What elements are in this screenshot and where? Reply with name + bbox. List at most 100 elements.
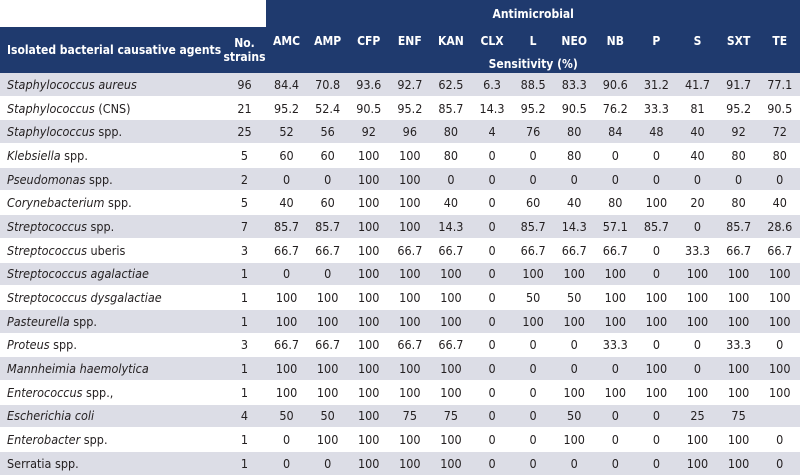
sensitivity-value-cell: 0	[266, 427, 308, 452]
strain-count-cell: 21	[223, 96, 266, 121]
agent-name-cell: Streptococcus agalactiae	[0, 262, 223, 287]
sensitivity-value-cell: 0	[676, 356, 719, 381]
strain-count-cell: 96	[223, 73, 266, 97]
sensitivity-value-cell: 75	[718, 404, 760, 429]
sensitivity-value-cell: 100	[594, 380, 636, 405]
strain-count-cell: 7	[223, 214, 266, 239]
sensitivity-value-cell: 100	[389, 380, 431, 405]
table-row: Staphylococcus aureus 96 84.4 70.8 93.6 92.7 6…	[0, 73, 800, 97]
strain-count-cell: 1	[223, 356, 266, 381]
agent-qualifier-text: Serratia spp.	[7, 455, 79, 471]
sensitivity-value-cell: 92	[348, 119, 390, 145]
agent-name-cell: Mannheimia haemolytica	[0, 356, 223, 381]
sensitivity-value-cell: 100	[430, 285, 472, 310]
table-row: Enterobacter spp. 1 0 100 100 100 100 0 0 100 0 0 10…	[0, 427, 800, 452]
agent-qualifier-text: spp.	[94, 124, 123, 140]
table-row: Staphylococcus spp. 25 52 56 92 96 80 4 76 80 84 48…	[0, 119, 800, 145]
sensitivity-value-cell: 100	[266, 309, 308, 334]
sensitivity-value-cell: 0	[471, 143, 513, 168]
sensitivity-value-cell: 100	[389, 262, 431, 287]
sensitivity-value-cell: 85.7	[512, 214, 554, 239]
sensitivity-value-cell: 92.7	[389, 73, 431, 97]
strain-count-cell: 3	[223, 333, 266, 358]
sensitivity-value-cell: 0	[553, 333, 595, 358]
sensitivity-value-cell: 4	[471, 119, 513, 145]
agent-qualifier-text: uberis	[86, 242, 126, 258]
sensitivity-value-cell: 100	[635, 190, 677, 216]
sensitivity-value-cell: 100	[307, 427, 349, 452]
sensitivity-value-cell: 72	[759, 119, 800, 145]
agent-qualifier-text: spp.	[85, 171, 113, 187]
sensitivity-value-cell: 100	[389, 143, 431, 168]
agent-name-cell: Pasteurella spp.	[0, 309, 223, 334]
sensitivity-value-cell: 0	[471, 427, 513, 452]
agent-genus-text: Enterococcus	[7, 384, 83, 400]
sensitivity-value-cell: 100	[389, 214, 431, 239]
sensitivity-value-cell: 100	[348, 309, 390, 334]
agent-name-cell: Staphylococcus (CNS)	[0, 96, 223, 121]
sensitivity-header: Sensitivity (%)	[266, 55, 800, 73]
sensitivity-value-cell: 66.7	[430, 238, 472, 263]
sensitivity-value-cell: 100	[718, 356, 760, 381]
sensitivity-value-cell: 100	[348, 356, 390, 381]
sensitivity-value-cell: 75	[389, 404, 431, 429]
sensitivity-value-cell: 100	[635, 285, 677, 310]
sensitivity-value-cell: 100	[389, 167, 431, 192]
sensitivity-value-cell: 0	[471, 451, 513, 476]
sensitivity-value-cell: 0	[266, 262, 308, 287]
sensitivity-value-cell: 60	[266, 143, 308, 168]
agent-name-cell: Enterobacter spp.	[0, 427, 223, 452]
sensitivity-value-cell: 100	[676, 427, 719, 452]
sensitivity-value-cell: 100	[676, 380, 719, 405]
sensitivity-value-cell: 90.6	[594, 73, 636, 97]
sensitivity-value-cell: 100	[430, 427, 472, 452]
sensitivity-value-cell: 52	[266, 119, 308, 145]
sensitivity-value-cell: 100	[430, 262, 472, 287]
strain-count-cell: 1	[223, 309, 266, 334]
agent-name-cell: Escherichia coli	[0, 404, 223, 429]
drug-column-header: AMC	[266, 27, 308, 55]
sensitivity-value-cell: 100	[348, 404, 390, 429]
sensitivity-value-cell: 0	[594, 143, 636, 168]
sensitivity-value-cell: 80	[594, 190, 636, 216]
sensitivity-value-cell: 77.1	[759, 73, 800, 97]
sensitivity-value-cell: 100	[635, 356, 677, 381]
sensitivity-value-cell: 100	[553, 262, 595, 287]
agent-name-cell: Staphylococcus aureus	[0, 73, 223, 97]
sensitivity-value-cell: 76.2	[594, 96, 636, 121]
sensitivity-value-cell: 0	[512, 380, 554, 405]
table-header: Antimicrobial Isolated bacterial causati…	[0, 0, 800, 73]
sensitivity-value-cell: 0	[759, 167, 800, 192]
sensitivity-value-cell: 100	[307, 380, 349, 405]
drug-column-header: S	[676, 27, 719, 55]
agent-name-cell: Klebsiella spp.	[0, 143, 223, 168]
sensitivity-value-cell: 0	[718, 167, 760, 192]
sensitivity-value-cell: 0	[759, 451, 800, 476]
sensitivity-value-cell: 100	[307, 356, 349, 381]
sensitivity-value-cell: 0	[635, 451, 677, 476]
table-row: Streptococcus agalactiae 1 0 0 100 100 100 0 100…	[0, 262, 800, 287]
sensitivity-value-cell: 50	[266, 404, 308, 429]
table-row: Streptococcus uberis 3 66.7 66.7 100 66.7 66.7…	[0, 238, 800, 263]
sensitivity-value-cell: 40	[676, 119, 719, 145]
drug-column-header: L	[512, 27, 554, 55]
sensitivity-value-cell: 0	[512, 356, 554, 381]
table-row: Pseudomonas spp. 2 0 0 100 100 0 0 0 0 0 0 0 0 0	[0, 167, 800, 192]
sensitivity-value-cell: 66.7	[307, 238, 349, 263]
sensitivity-value-cell: 100	[348, 380, 390, 405]
sensitivity-value-cell: 0	[553, 167, 595, 192]
sensitivity-value-cell: 0	[512, 333, 554, 358]
sensitivity-value-cell: 100	[430, 380, 472, 405]
sensitivity-value-cell: 56	[307, 119, 349, 145]
strain-count-cell: 1	[223, 285, 266, 310]
sensitivity-value-cell: 48	[635, 119, 677, 145]
sensitivity-value-cell: 100	[759, 309, 800, 334]
agent-name-cell: Streptococcus dysgalactiae	[0, 285, 223, 310]
sensitivity-value-cell: 100	[759, 262, 800, 287]
sensitivity-value-cell: 0	[676, 167, 719, 192]
drug-column-header: TE	[759, 27, 800, 55]
sensitivity-value-cell: 0	[471, 309, 513, 334]
strain-count-cell: 2	[223, 167, 266, 192]
sensitivity-value-cell: 0	[635, 238, 677, 263]
sensitivity-value-cell: 85.7	[718, 214, 760, 239]
